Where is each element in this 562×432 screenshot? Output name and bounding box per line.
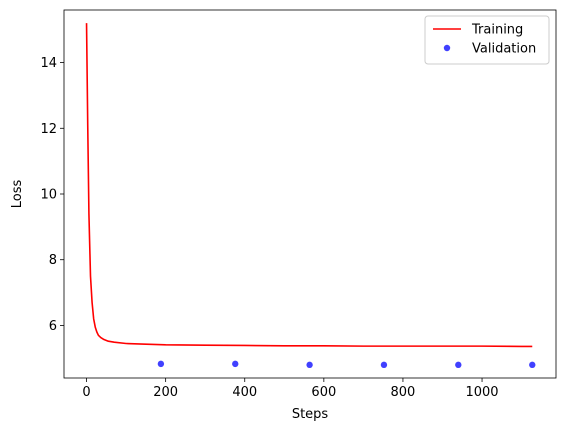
x-axis-label: Steps <box>292 407 329 422</box>
x-tick-label: 600 <box>311 385 336 400</box>
validation-point <box>380 361 388 369</box>
x-tick-label: 0 <box>82 385 90 400</box>
y-tick-label: 8 <box>49 253 57 268</box>
y-axis-label: Loss <box>10 180 25 209</box>
legend-validation-swatch <box>443 44 451 52</box>
x-tick-label: 800 <box>391 385 416 400</box>
x-tick-label: 400 <box>232 385 257 400</box>
training-loss-line <box>85 23 533 348</box>
validation-point <box>306 361 313 369</box>
y-tick-label: 12 <box>40 122 57 137</box>
validation-point <box>157 360 165 368</box>
x-tick-label: 200 <box>153 385 178 400</box>
legend-training-label: Training <box>471 23 523 38</box>
legend-validation-label: Validation <box>472 42 536 57</box>
y-tick-label: 10 <box>40 188 57 203</box>
x-tick-label: 1000 <box>465 385 498 400</box>
x-axis-ticks: 0 200 400 600 800 1000 <box>82 378 499 400</box>
plot-area <box>85 23 536 369</box>
y-axis-ticks: 6 8 10 12 14 <box>40 56 64 334</box>
validation-point <box>455 361 462 369</box>
legend-box <box>424 15 550 65</box>
legend: Training Validation <box>424 15 550 65</box>
validation-point <box>529 361 536 369</box>
validation-point <box>232 360 239 368</box>
y-tick-label: 6 <box>49 319 57 334</box>
y-tick-label: 14 <box>40 56 57 71</box>
